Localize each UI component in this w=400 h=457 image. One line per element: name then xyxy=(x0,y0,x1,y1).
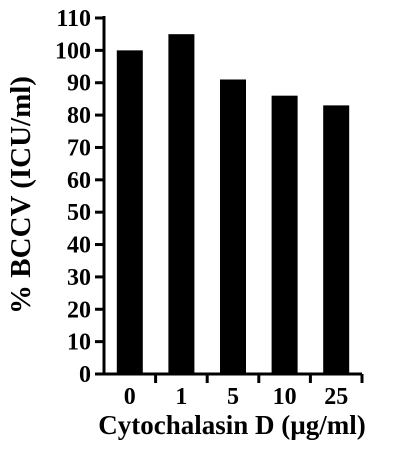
y-tick-label: 30 xyxy=(67,265,91,291)
y-tick-label: 60 xyxy=(67,168,91,194)
y-tick-label: 20 xyxy=(67,297,91,323)
bar-10 xyxy=(271,95,298,374)
y-axis-title: % BCCV (ICU/ml) xyxy=(5,76,37,314)
y-tick-label: 70 xyxy=(67,135,91,161)
y-tick-label: 50 xyxy=(67,200,91,226)
x-tick-label: 25 xyxy=(324,384,348,410)
x-tick-label: 10 xyxy=(273,384,297,410)
x-tick-label: 1 xyxy=(175,384,187,410)
y-tick-label: 40 xyxy=(67,233,91,259)
x-axis-ticks: 0 1 5 10 25 xyxy=(124,374,364,410)
bar-1 xyxy=(168,34,195,374)
bar-25 xyxy=(323,105,350,374)
bar-0 xyxy=(116,50,143,374)
y-tick-label: 0 xyxy=(79,362,91,388)
x-axis-title: Cytochalasin D (µg/ml) xyxy=(98,410,366,440)
bars xyxy=(116,34,350,374)
y-axis-ticks: 0 10 20 30 40 50 60 70 80 90 100 110 xyxy=(55,6,104,388)
x-tick-label: 0 xyxy=(124,384,136,410)
y-tick-label: 110 xyxy=(56,6,91,32)
y-tick-label: 100 xyxy=(55,38,91,64)
y-tick-label: 10 xyxy=(67,330,91,356)
bar-5 xyxy=(220,79,246,374)
y-tick-label: 90 xyxy=(67,71,91,97)
y-tick-label: 80 xyxy=(67,103,91,129)
x-tick-label: 5 xyxy=(227,384,239,410)
